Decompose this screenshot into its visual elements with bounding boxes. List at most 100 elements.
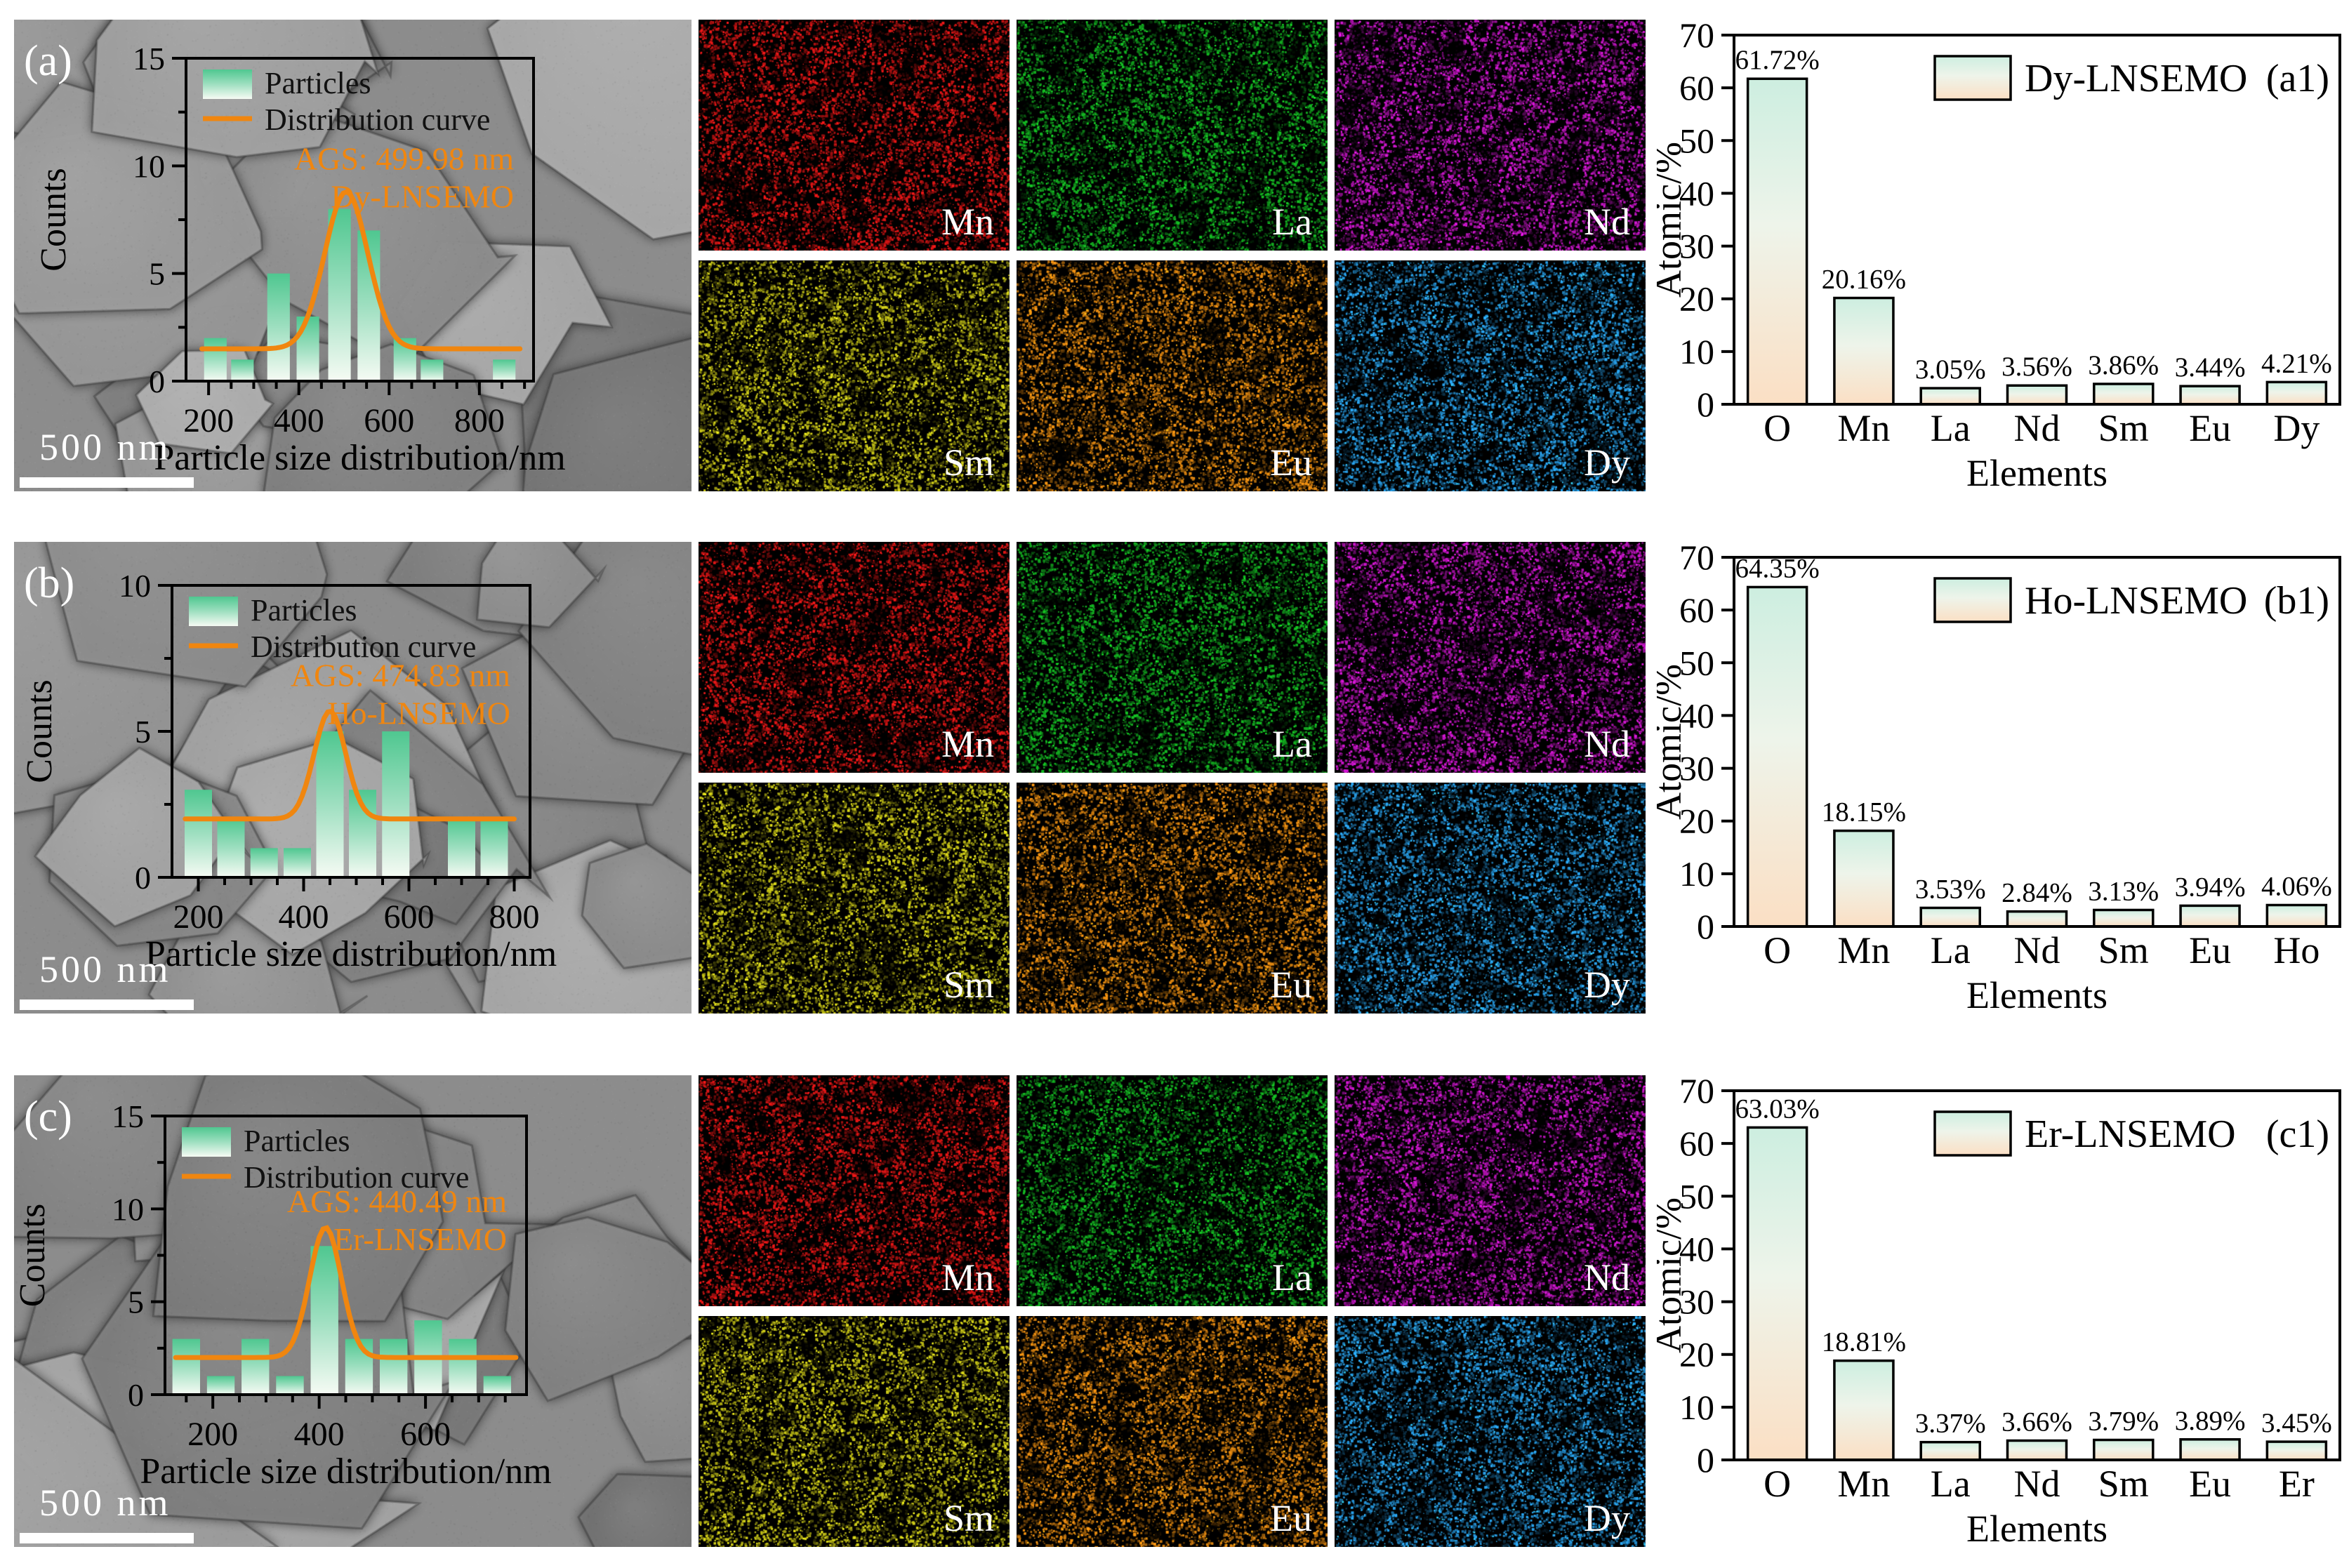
panel-label: (c)	[24, 1093, 72, 1141]
distribution-curve	[173, 1225, 519, 1360]
category-label: O	[1764, 407, 1791, 449]
sem-image-c: 0 5 10 15 200 400 600 Particle size distributio…	[13, 1075, 692, 1547]
histogram-bar	[172, 1338, 200, 1395]
legend-swatch	[1933, 1110, 2012, 1157]
category-label: O	[1764, 929, 1791, 971]
eds-map-element-label: Eu	[1270, 441, 1312, 484]
y-axis-title: Atomic/%	[1657, 664, 1689, 820]
category-label: Sm	[2098, 407, 2149, 449]
histogram-bar	[284, 848, 311, 877]
eds-map-canvas	[1335, 783, 1646, 1014]
category-label: Ho	[2273, 929, 2320, 971]
legend-swatch	[203, 69, 252, 99]
legend-label-particles: Particles	[265, 66, 371, 100]
legend-swatch	[1933, 577, 2012, 623]
atomic-chart-svg: 63.03% O 18.81% Mn 3.37% La 3.66% Nd 3.79% Sm 3.89…	[1647, 1071, 2341, 1550]
y-tick-label: 15	[133, 41, 165, 77]
y-tick-label: 10	[119, 568, 151, 604]
eds-map-cell: Mn	[699, 542, 1010, 773]
bar-value-label: 4.06%	[2261, 871, 2332, 901]
x-tick-label: 400	[294, 1416, 345, 1453]
eds-map-element-label: Mn	[941, 1256, 994, 1298]
x-axis-title: Particle size distribution/nm	[140, 1451, 551, 1491]
eds-map-element-label: Sm	[943, 1497, 994, 1539]
category-label: Sm	[2098, 1463, 2149, 1505]
histogram-bar	[449, 1338, 477, 1395]
legend-swatch	[1933, 55, 2012, 101]
category-label: Er	[2279, 1463, 2315, 1505]
bar-value-label: 18.15%	[1822, 797, 1906, 828]
eds-map-cell: La	[1017, 20, 1328, 251]
x-axis-title: Elements	[1966, 974, 2108, 1016]
sem-micrograph-canvas	[14, 20, 692, 491]
histogram-bar	[206, 1376, 235, 1395]
scale-bar	[20, 477, 194, 488]
atomic-bar	[2093, 383, 2155, 406]
distribution-curve	[183, 708, 517, 822]
y-tick-label: 30	[1679, 1282, 1714, 1322]
legend-label-particles: Particles	[251, 593, 357, 627]
eds-map-element-label: Dy	[1584, 1497, 1630, 1539]
panel-label: (b)	[24, 559, 75, 607]
atomic-bar	[2093, 1438, 2155, 1461]
panel-tag: (a1)	[2266, 57, 2329, 100]
bar-value-label: 3.94%	[2175, 872, 2246, 902]
eds-map-cell: Nd	[1335, 1075, 1646, 1306]
category-label: Sm	[2098, 929, 2149, 971]
x-axis-title: Elements	[1966, 1508, 2108, 1550]
atomic-chart-svg: 61.72% O 20.16% Mn 3.05% La 3.56% Nd 3.86% Sm 3.44…	[1647, 15, 2341, 494]
category-label: La	[1931, 929, 1971, 971]
category-label: Nd	[2014, 1463, 2060, 1505]
eds-map-canvas	[699, 783, 1010, 1014]
y-tick-label: 20	[1679, 279, 1714, 319]
sem-micrograph-canvas	[14, 1075, 692, 1547]
eds-map-element-label: Nd	[1584, 723, 1630, 765]
histogram-bar	[185, 790, 212, 877]
x-axis-title: Particle size distribution/nm	[154, 438, 565, 478]
histogram-bar	[204, 338, 227, 381]
atomic-bar	[2006, 910, 2068, 928]
eds-map-element-label: Nd	[1584, 201, 1630, 243]
legend-label-curve: Distribution curve	[251, 630, 476, 664]
sample-annotation: Ho-LNSEMO	[327, 696, 510, 731]
y-tick-label: 10	[112, 1191, 144, 1227]
legend-swatch	[189, 597, 238, 626]
atomic-percent-chart-b1: 64.35% O 18.15% Mn 3.53% La 2.84% Nd 3.13% Sm 3.94…	[1647, 538, 2349, 1033]
histogram-bar	[480, 818, 508, 877]
histogram-bar	[448, 818, 475, 877]
x-tick-label: 400	[274, 402, 324, 439]
eds-map-canvas	[1017, 783, 1328, 1014]
y-tick-label: 0	[1697, 907, 1714, 946]
legend-label: Ho-LNSEMO	[2025, 579, 2247, 623]
bar-value-label: 18.81%	[1822, 1327, 1906, 1357]
histogram-bar	[310, 1246, 338, 1395]
bar-value-label: 3.37%	[1915, 1409, 1986, 1439]
y-tick-label: 70	[1679, 20, 1714, 55]
y-axis-title: Atomic/%	[1657, 142, 1689, 298]
eds-map-element-label: Mn	[941, 723, 994, 765]
atomic-bar	[2006, 1439, 2068, 1461]
x-axis-title: Elements	[1966, 452, 2108, 494]
eds-map-canvas	[1017, 1075, 1328, 1306]
y-tick-label: 40	[1679, 1229, 1714, 1268]
eds-map-element-label: Sm	[943, 441, 994, 484]
histogram-bar	[267, 273, 290, 381]
scale-bar-label: 500 nm	[39, 426, 171, 468]
y-tick-label: 5	[135, 714, 151, 750]
eds-map-cell: Sm	[699, 783, 1010, 1014]
bar-value-label: 3.79%	[2088, 1407, 2159, 1437]
row-c: 0 5 10 15 200 400 600 Particle size distributio…	[0, 1071, 2349, 1568]
y-tick-label: 50	[1679, 1176, 1714, 1216]
category-label: Eu	[2189, 929, 2231, 971]
histogram-bar	[316, 731, 344, 877]
x-tick-label: 800	[489, 898, 540, 936]
panel-label: (a)	[24, 37, 72, 85]
eds-map-element-label: Mn	[941, 201, 994, 243]
y-tick-label: 0	[1697, 385, 1714, 424]
y-tick-label: 30	[1679, 749, 1714, 788]
bar-value-label: 63.03%	[1735, 1094, 1820, 1124]
eds-map-cell: Eu	[1017, 260, 1328, 491]
histogram-bar	[345, 1338, 373, 1395]
